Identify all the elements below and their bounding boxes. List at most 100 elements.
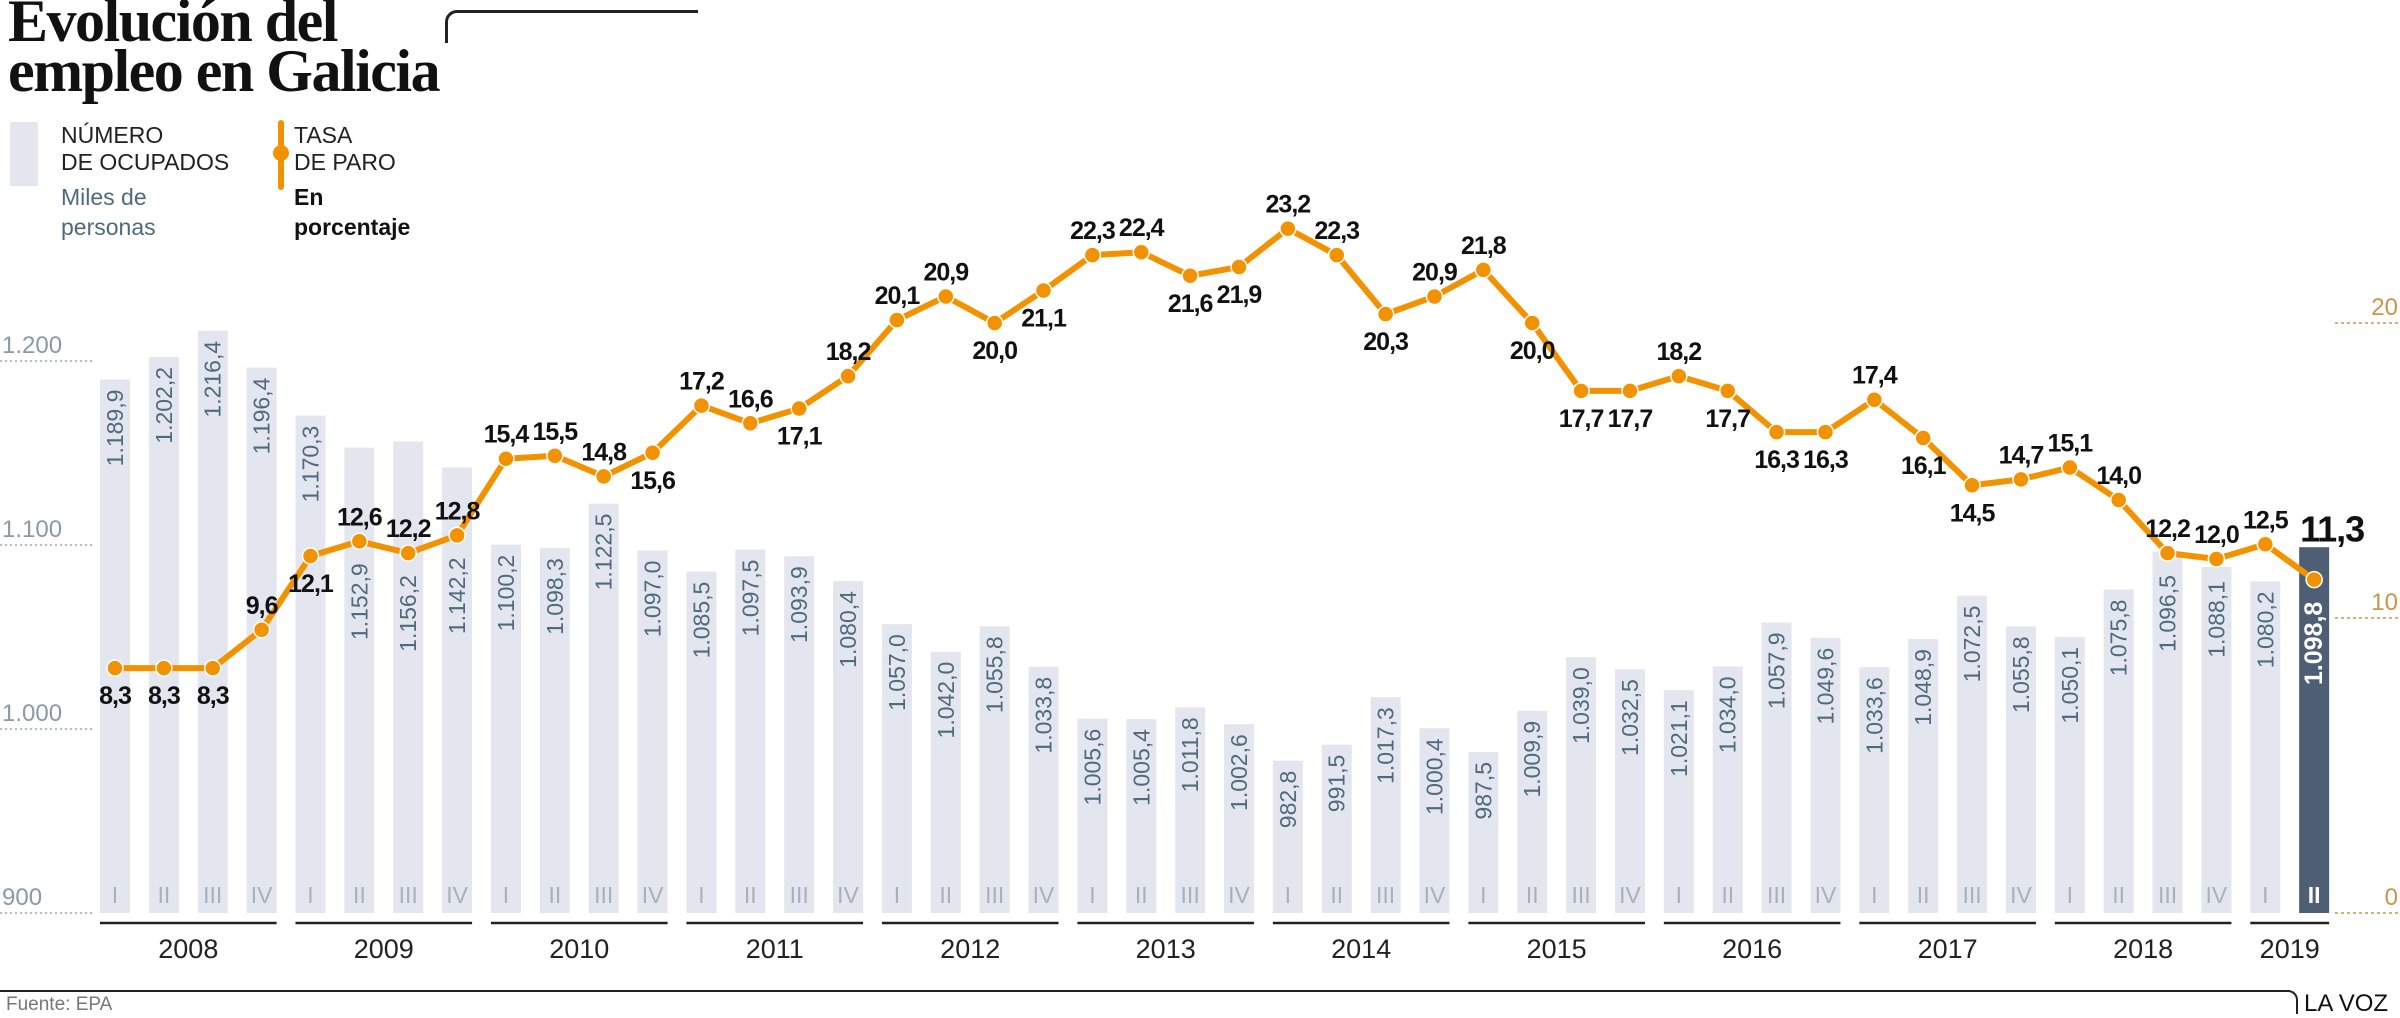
rate-point [1914,429,1932,447]
bar [881,624,912,913]
quarter-label: II [548,882,561,908]
rate-value-label: 15,4 [484,421,530,449]
rate-point [1328,246,1346,264]
rate-point [546,447,564,465]
bar-value-label: 1.122,5 [591,514,617,591]
legend-bars-unit2: personas [61,214,156,240]
rate-point [888,311,906,329]
rate-value-label: 15,1 [2047,430,2093,458]
left-axis-tick-label: 1.000 [2,700,62,727]
rate-value-label: 17,4 [1852,362,1898,390]
rate-point [448,526,466,545]
brand-logo: LA VOZ [2304,990,2389,1017]
rate-value-label: 16,1 [1901,452,1947,480]
bar [1419,728,1450,913]
quarter-label: II [1721,882,1734,908]
rate-point [1132,243,1151,261]
bar-value-label: 1.005,4 [1128,729,1154,806]
bar-value-label: 1.142,2 [444,557,470,634]
quarter-label: IV [1424,882,1446,908]
bar [1370,697,1401,913]
rate-point [2305,570,2323,589]
rate-value-label: 17,2 [679,368,724,396]
bar [1028,666,1059,913]
bar [393,441,424,913]
rate-point [643,444,662,462]
left-axis-tick-label: 900 [2,884,42,911]
rate-value-label: 12,2 [386,515,431,543]
quarter-label: I [1676,882,1682,908]
bar-value-label: 1.057,0 [884,634,910,711]
rate-point [1279,219,1297,238]
legend-bars-label: NÚMERO DE OCUPADOS [61,122,229,176]
bar [979,626,1010,913]
rate-point [2109,491,2128,509]
rate-point [399,544,417,562]
bar-value-label: 987,5 [1470,762,1496,820]
legend-line-unit: En porcentaje [294,182,410,242]
bar-value-label: 1.005,6 [1079,729,1105,806]
quarter-label: I [698,882,704,908]
quarter-label: I [1480,882,1486,908]
quarter-label: IV [837,882,859,908]
year-label: 2017 [1918,934,1978,964]
rate-value-label: 20,9 [923,258,968,286]
quarter-label: III [594,882,613,908]
rate-point [2207,550,2226,568]
bar-value-label: 1.170,3 [297,426,323,503]
rate-point [1865,390,1884,409]
rate-value-label: 9,6 [246,592,278,620]
rate-value-label: 21,9 [1217,281,1262,309]
quarter-label: I [2262,882,2268,908]
bar-value-label: 1.189,9 [102,390,128,467]
rate-value-label: 17,7 [1559,405,1604,433]
bar [2054,636,2085,913]
bar [197,330,228,914]
bar [1126,719,1157,913]
rate-value-label: 12,1 [288,570,334,598]
quarter-label: I [1871,882,1877,908]
rate-value-label: 14,7 [1999,441,2044,469]
right-axis-tick-label: 0 [2385,884,2398,911]
quarter-label: I [1285,882,1291,908]
quarter-label: IV [446,882,468,908]
bar [1517,710,1548,913]
rate-value-label: 11,3 [2300,509,2364,550]
bar [490,544,521,913]
bar-value-label: 1.011,8 [1177,717,1203,792]
rate-point [2061,458,2079,477]
bar [1712,666,1743,913]
rate-value-label: 8,3 [197,682,229,710]
year-label: 2019 [2260,934,2320,964]
bar [539,548,570,913]
bar [1663,690,1694,913]
bar [833,581,864,913]
year-label: 2010 [549,934,609,964]
right-axis-tick-label: 20 [2371,294,2398,321]
rate-point [2158,544,2177,562]
quarter-label: III [1767,882,1786,908]
bar-value-label: 1.152,9 [346,563,372,640]
bar-value-label: 1.156,2 [395,575,421,652]
bar [2152,551,2183,913]
quarter-label: I [894,882,900,908]
rate-value-label: 12,0 [2194,521,2239,549]
legend-line-unit1: En [294,184,324,210]
bar [2005,626,2036,913]
rate-value-label: 21,6 [1168,290,1213,318]
quarter-label: III [985,882,1004,908]
rate-value-label: 17,7 [1608,405,1653,433]
rate-point [2012,470,2030,489]
rate-point [1572,382,1590,400]
legend-line-line2: DE PARO [294,149,396,175]
bar-value-label: 1.096,5 [2155,575,2181,652]
rate-value-label: 20,3 [1363,328,1408,356]
quarter-label: III [203,882,222,908]
quarter-label: III [399,882,418,908]
rate-value-label: 16,6 [728,385,773,413]
rate-point [203,659,222,677]
quarter-label: IV [1619,882,1641,908]
legend-line-label: TASA DE PARO [294,122,396,176]
left-axis-tick-label: 1.200 [2,332,62,359]
quarter-label: II [2308,882,2321,908]
